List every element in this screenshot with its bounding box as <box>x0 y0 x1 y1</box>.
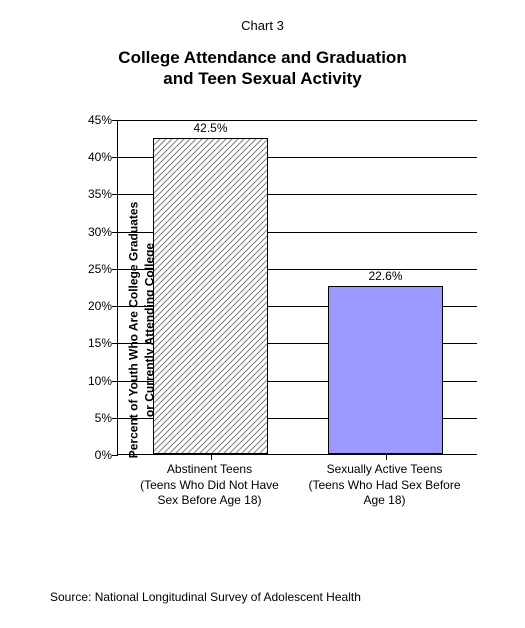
y-tick <box>112 157 118 158</box>
chart-number: Chart 3 <box>0 0 525 33</box>
cat-line: Sexually Active Teens <box>327 462 443 476</box>
cat-line: Sex Before Age 18) <box>157 493 261 507</box>
plot-container: Percent of Youth Who Are College Graduat… <box>62 120 492 540</box>
y-tick <box>112 269 118 270</box>
chart-title: College Attendance and Graduation and Te… <box>0 33 525 90</box>
y-tick-label: 15% <box>72 336 112 350</box>
y-tick-label: 30% <box>72 225 112 239</box>
x-tick <box>211 454 212 460</box>
title-line-2: and Teen Sexual Activity <box>163 69 361 88</box>
y-tick <box>112 232 118 233</box>
cat-line: (Teens Who Had Sex Before <box>308 478 460 492</box>
bar: 42.5% <box>153 138 268 454</box>
y-tick-label: 0% <box>72 448 112 462</box>
y-tick-label: 25% <box>72 262 112 276</box>
cat-line: (Teens Who Did Not Have <box>140 478 279 492</box>
y-tick-label: 45% <box>72 113 112 127</box>
y-tick-label: 20% <box>72 299 112 313</box>
y-tick <box>112 418 118 419</box>
plot-area: 42.5% 22.6% <box>117 120 477 455</box>
y-tick <box>112 455 118 456</box>
cat-line: Abstinent Teens <box>167 462 252 476</box>
x-tick <box>386 454 387 460</box>
y-tick <box>112 306 118 307</box>
bar-value-label: 42.5% <box>154 121 267 135</box>
bar-value-label: 22.6% <box>329 269 442 283</box>
y-tick-label: 35% <box>72 187 112 201</box>
cat-line: Age 18) <box>363 493 405 507</box>
y-tick <box>112 381 118 382</box>
source-text: Source: National Longitudinal Survey of … <box>50 590 361 604</box>
y-tick-label: 10% <box>72 374 112 388</box>
title-line-1: College Attendance and Graduation <box>118 48 406 67</box>
category-label: Sexually Active Teens (Teens Who Had Sex … <box>300 462 470 509</box>
y-tick <box>112 194 118 195</box>
y-tick <box>112 120 118 121</box>
y-tick <box>112 343 118 344</box>
y-tick-label: 5% <box>72 411 112 425</box>
category-label: Abstinent Teens (Teens Who Did Not HaveSe… <box>125 462 295 509</box>
y-tick-label: 40% <box>72 150 112 164</box>
bar: 22.6% <box>328 286 443 454</box>
